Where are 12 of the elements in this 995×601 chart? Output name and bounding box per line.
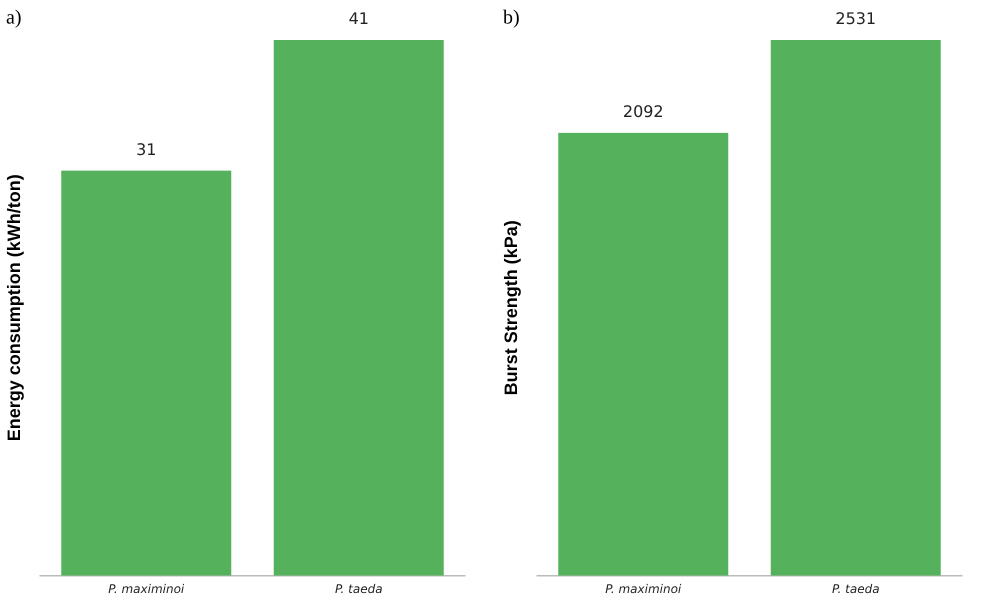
x-tick-label: P. maximinoi xyxy=(605,582,682,596)
data-label: 31 xyxy=(136,140,156,159)
y-axis-title: Energy consumption (kWh/ton) xyxy=(4,174,24,442)
x-tick-label: P. taeda xyxy=(334,582,383,596)
x-tick-label: P. maximinoi xyxy=(108,582,185,596)
chart-title: b) xyxy=(503,6,520,28)
chart-title: a) xyxy=(6,6,22,28)
data-label: 41 xyxy=(348,9,369,28)
y-axis-title: Burst Strength (kPa) xyxy=(500,220,521,396)
data-label: 2092 xyxy=(622,102,664,122)
x-tick-label: P. taeda xyxy=(832,582,880,596)
data-label: 2531 xyxy=(835,9,876,28)
